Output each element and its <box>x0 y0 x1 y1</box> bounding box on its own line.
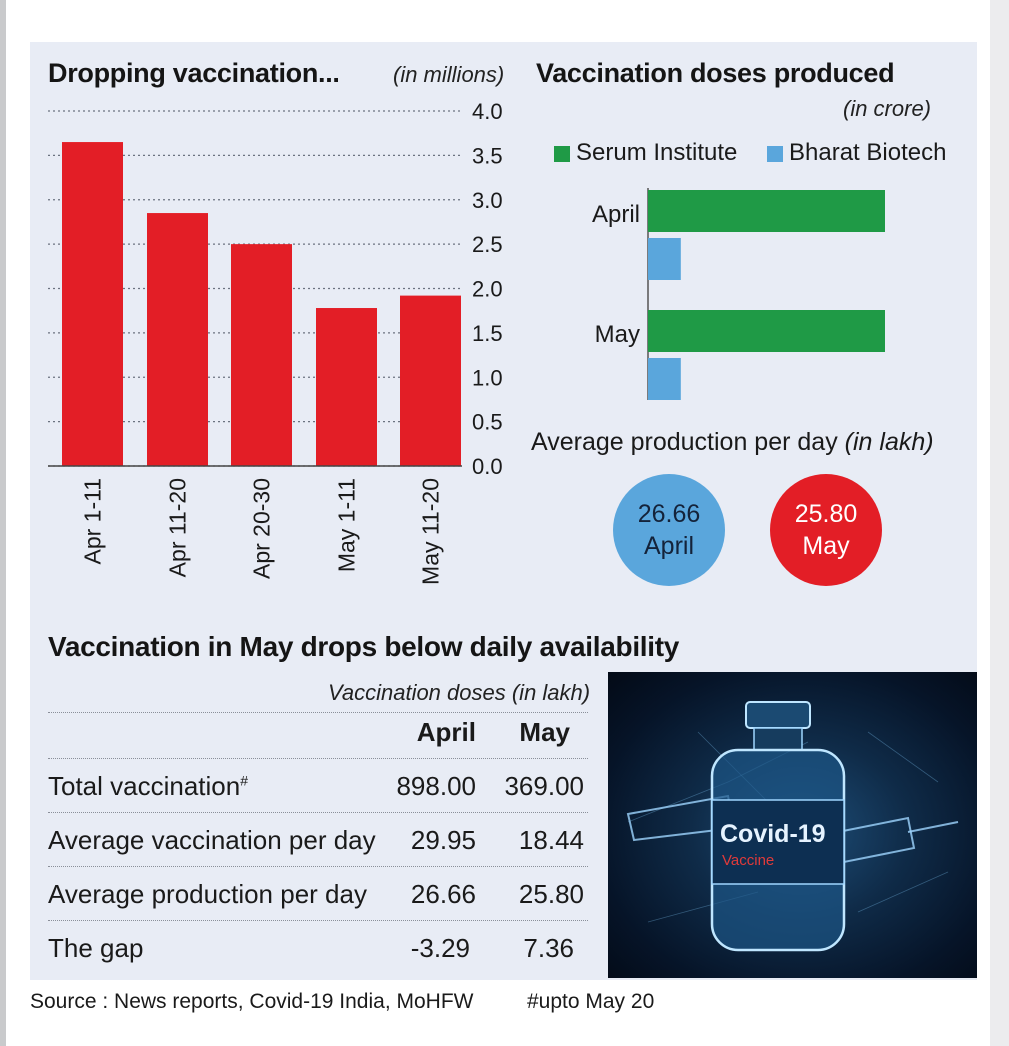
left-bar-chart: 0.0 0.5 1.0 1.5 2.0 2.5 3.0 3.5 4.0 Apr 1-11 Apr 1… <box>48 99 503 585</box>
avg-production-label: Average production per day (in lakh) <box>531 428 934 457</box>
avg-production-unit: (in lakh) <box>844 428 934 456</box>
page-edge-left <box>0 0 6 1046</box>
bar-may-11-20 <box>400 295 461 466</box>
bar-serum-may <box>648 310 885 352</box>
category-label-april: April <box>592 201 640 228</box>
table-header-row: April May <box>48 704 588 759</box>
y-tick-label: 4.0 <box>472 99 503 124</box>
row-label: The gap <box>48 933 144 963</box>
y-tick-label: 1.5 <box>472 321 503 346</box>
may-production-label: May <box>802 532 850 560</box>
row-april-value: -3.29 <box>410 933 470 963</box>
right-chart-unit: (in crore) <box>843 96 932 121</box>
page-edge-right <box>990 0 1009 1046</box>
table-header-may: May <box>519 717 570 747</box>
row-april-value: 26.66 <box>410 879 476 909</box>
legend-swatch-serum <box>554 146 570 162</box>
april-production-value: 26.66 <box>637 499 701 528</box>
row-april-value: 29.95 <box>410 825 476 855</box>
may-production-value: 25.80 <box>794 499 858 528</box>
right-chart-title: Vaccination doses produced <box>536 58 895 88</box>
row-may-value: 18.44 <box>518 825 584 855</box>
row-may-value: 25.80 <box>518 879 584 909</box>
bar-apr-1-11 <box>62 142 123 466</box>
legend-swatch-bharat <box>767 146 783 162</box>
y-tick-label: 2.5 <box>472 232 503 257</box>
x-tick-label: Apr 20-30 <box>249 478 275 579</box>
bar-bharat-april <box>648 238 681 280</box>
bar-may-1-11 <box>316 308 377 466</box>
bar-apr-11-20 <box>147 213 208 466</box>
table-top-rule <box>48 712 588 713</box>
vaccine-vial-photo: Covid-19 Vaccine <box>608 672 977 978</box>
y-tick-label: 3.5 <box>472 143 503 168</box>
row-label: Total vaccination# <box>48 771 248 802</box>
vial-sublabel: Vaccine <box>722 852 774 869</box>
x-tick-label: May 11-20 <box>418 478 444 585</box>
footnote-mark: # <box>240 772 249 789</box>
y-tick-label: 0.0 <box>472 454 503 479</box>
row-may-value: 7.36 <box>523 933 574 963</box>
row-april-value: 898.00 <box>396 771 476 801</box>
bar-bharat-may <box>648 358 681 400</box>
left-chart-title: Dropping vaccination... <box>48 58 340 88</box>
april-production-label: April <box>643 532 694 560</box>
table-unit: Vaccination doses (in lakh) <box>328 680 591 705</box>
y-tick-label: 3.0 <box>472 188 503 213</box>
table-row: Average vaccination per day 29.95 18.44 <box>48 812 588 867</box>
footnote: #upto May 20 <box>527 990 655 1013</box>
vial-shape <box>710 701 846 952</box>
left-chart-unit: (in millions) <box>393 62 505 87</box>
category-label-may: May <box>595 321 640 348</box>
row-label: Average vaccination per day <box>48 825 376 855</box>
vial-label: Covid-19 <box>720 820 826 848</box>
vaccine-vial-illustration: Covid-19 Vaccine <box>626 701 959 952</box>
row-label-text: Total vaccination <box>48 771 241 801</box>
table-row: The gap -3.29 7.36 <box>48 920 588 974</box>
row-may-value: 369.00 <box>504 771 584 801</box>
bar-serum-april <box>648 190 885 232</box>
table-row: Average production per day 26.66 25.80 <box>48 866 588 921</box>
row-label: Average production per day <box>48 879 367 909</box>
table-header-april: April <box>416 717 476 747</box>
bar-apr-20-30 <box>231 244 292 466</box>
may-production-bubble: 25.80 May <box>770 474 882 586</box>
legend-serum-institute: Serum Institute <box>576 139 738 166</box>
avg-production-text: Average production per day <box>531 428 838 456</box>
y-tick-label: 0.5 <box>472 410 503 435</box>
y-tick-label: 1.0 <box>472 365 503 390</box>
april-production-bubble: 26.66 April <box>613 474 725 586</box>
y-tick-label: 2.0 <box>472 277 503 302</box>
horizontal-bar-chart: April May <box>592 188 885 400</box>
legend-bharat-biotech: Bharat Biotech <box>789 139 947 166</box>
table-row: Total vaccination# 898.00 369.00 <box>48 758 588 813</box>
x-tick-label: May 1-11 <box>334 478 360 572</box>
table-title: Vaccination in May drops below daily ava… <box>48 631 680 662</box>
x-tick-label: Apr 11-20 <box>165 478 191 577</box>
source-note: Source : News reports, Covid-19 India, M… <box>30 990 474 1013</box>
x-tick-label: Apr 1-11 <box>80 478 106 565</box>
